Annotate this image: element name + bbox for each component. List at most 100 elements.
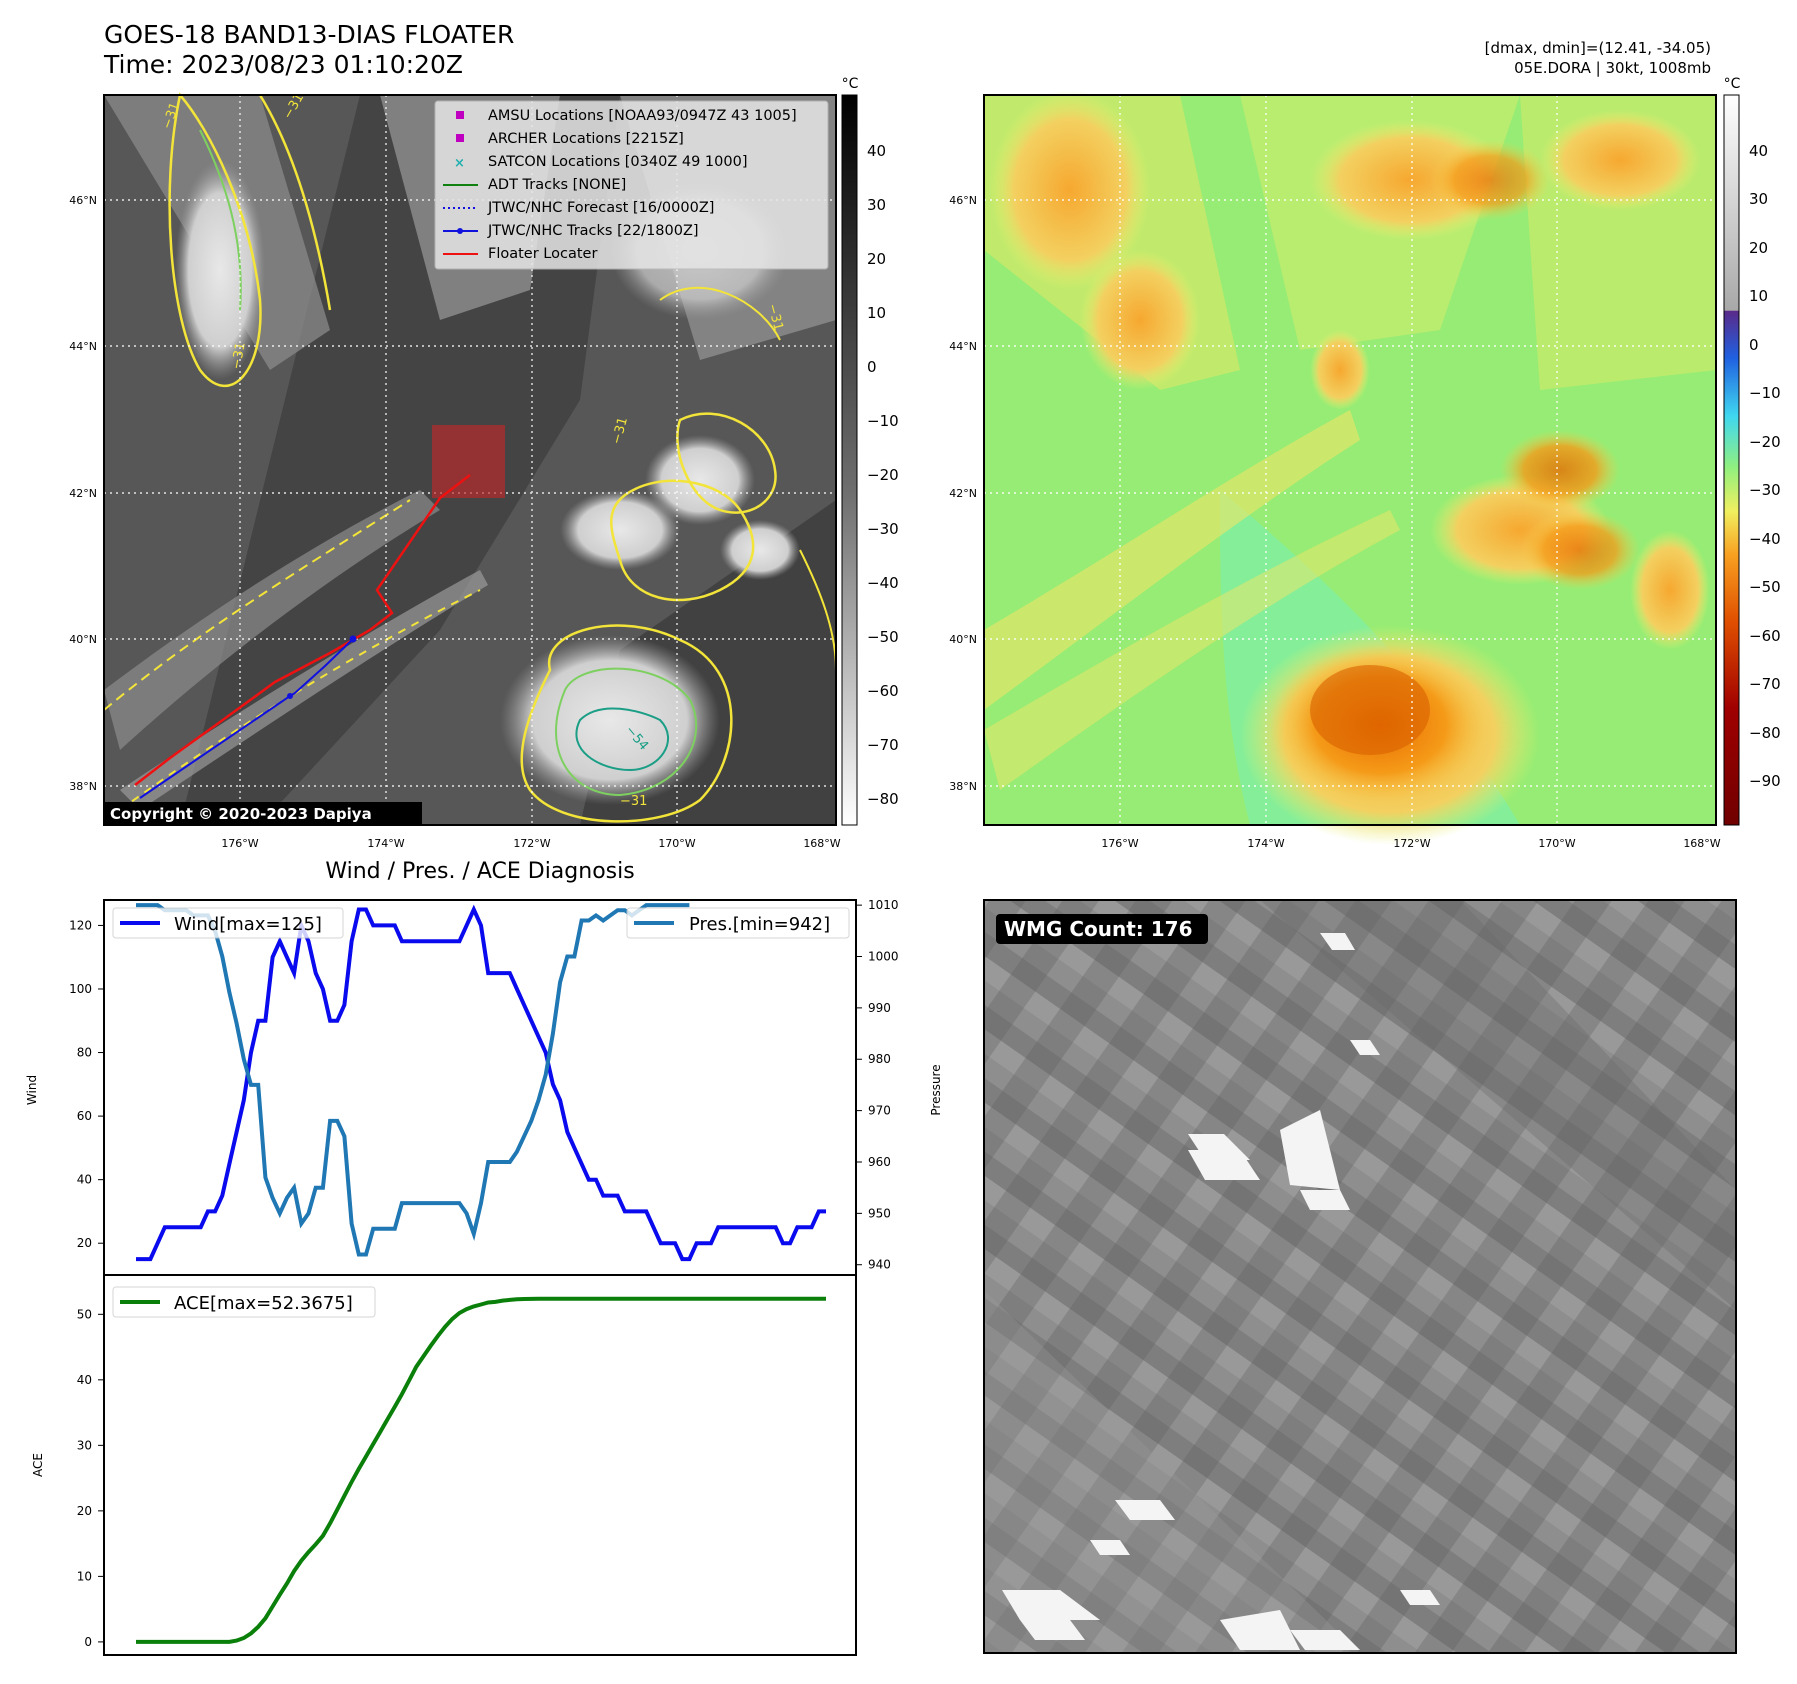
color-cbar-tick: −70 bbox=[1749, 675, 1781, 693]
lat-label: 42°N bbox=[69, 487, 97, 500]
map-legend: × AMSU Locations [NOAA93/0947Z 43 1005] … bbox=[434, 100, 829, 270]
legend-jtwc-tracks: JTWC/NHC Tracks [22/1800Z] bbox=[487, 223, 699, 239]
pressure-ytick-label: 1000 bbox=[868, 950, 899, 964]
ace-chart: 0 10 20 30 40 50 ACE ACE[max=52.3675] bbox=[31, 1275, 857, 1656]
legend-archer: ARCHER Locations [2215Z] bbox=[488, 131, 684, 147]
gray-cbar-tick: −70 bbox=[867, 736, 899, 754]
gray-cbar-tick: −40 bbox=[867, 574, 899, 592]
gray-cbar-tick: 20 bbox=[867, 250, 886, 268]
lon-label: 170°W bbox=[658, 837, 695, 850]
color-cbar-tick: −30 bbox=[1749, 481, 1781, 499]
ace-ytick-label: 40 bbox=[77, 1373, 92, 1387]
ace-ytick-label: 0 bbox=[84, 1635, 92, 1649]
gray-cbar-tick: −50 bbox=[867, 628, 899, 646]
gray-cbar-tick: −10 bbox=[867, 412, 899, 430]
lat-label: 40°N bbox=[69, 633, 97, 646]
color-cbar-tick: −20 bbox=[1749, 433, 1781, 451]
contour-label: −31 bbox=[609, 416, 631, 446]
pressure-ytick-label: 960 bbox=[868, 1155, 891, 1169]
wind-ytick-label: 80 bbox=[77, 1046, 92, 1060]
ace-legend: ACE[max=52.3675] bbox=[112, 1286, 376, 1318]
wind-series-line bbox=[136, 904, 826, 1262]
pressure-legend: Pres.[min=942] bbox=[626, 907, 850, 939]
color-cbar-tick: −80 bbox=[1749, 724, 1781, 742]
lat-label: 46°N bbox=[949, 194, 977, 207]
color-cbar-tick: 20 bbox=[1749, 239, 1768, 257]
lon-label: 168°W bbox=[1683, 837, 1720, 850]
lat-label: 42°N bbox=[949, 487, 977, 500]
jtwc-track bbox=[139, 638, 354, 799]
lon-label: 174°W bbox=[367, 837, 404, 850]
floater-box bbox=[432, 425, 505, 498]
color-cbar-tick: −90 bbox=[1749, 772, 1781, 790]
wind-legend: Wind[max=125] bbox=[112, 907, 344, 939]
ace-ytick-label: 30 bbox=[77, 1438, 92, 1452]
wind-ytick-label: 120 bbox=[69, 918, 92, 932]
ace-legend-label: ACE[max=52.3675] bbox=[174, 1293, 353, 1314]
color-cbar-tick: 30 bbox=[1749, 190, 1768, 208]
lon-label: 176°W bbox=[221, 837, 258, 850]
pressure-legend-label: Pres.[min=942] bbox=[689, 914, 830, 935]
color-cbar-tick: −50 bbox=[1749, 578, 1781, 596]
color-cbar-tick: 0 bbox=[1749, 336, 1759, 354]
gray-cbar-tick: 30 bbox=[867, 196, 886, 214]
diagnosis-title: Wind / Pres. / ACE Diagnosis bbox=[325, 859, 635, 884]
color-cbar-tick: 10 bbox=[1749, 287, 1768, 305]
ace-axis-label: ACE bbox=[31, 1453, 45, 1477]
lon-label: 170°W bbox=[1538, 837, 1575, 850]
lon-label: 172°W bbox=[1393, 837, 1430, 850]
pressure-ytick-label: 990 bbox=[868, 1001, 891, 1015]
colorbar-unit: °C bbox=[842, 76, 859, 92]
ace-ytick-label: 50 bbox=[77, 1307, 92, 1321]
gray-cbar-tick: −60 bbox=[867, 682, 899, 700]
gray-colorbar bbox=[841, 94, 858, 826]
copyright: Copyright © 2020-2023 Dapiya bbox=[110, 805, 372, 823]
legend-floater: Floater Locater bbox=[488, 246, 597, 262]
legend-satcon: SATCON Locations [0340Z 49 1000] bbox=[488, 154, 747, 170]
wind-ytick-label: 40 bbox=[77, 1173, 92, 1187]
lat-label: 46°N bbox=[69, 194, 97, 207]
chart-title: GOES-18 BAND13-DIAS FLOATER bbox=[104, 20, 515, 49]
gray-cbar-tick: −20 bbox=[867, 466, 899, 484]
legend-jtwc-forecast: JTWC/NHC Forecast [16/0000Z] bbox=[487, 200, 714, 216]
pressure-ytick-label: 970 bbox=[868, 1104, 891, 1118]
lat-label: 38°N bbox=[69, 780, 97, 793]
lat-label: 44°N bbox=[949, 340, 977, 353]
wind-ytick-label: 20 bbox=[77, 1236, 92, 1250]
chart-time: Time: 2023/08/23 01:10:20Z bbox=[104, 50, 463, 79]
wind-pressure-chart: 20 40 60 80 100 120 940 950 960 970 980 990 1000 101… bbox=[25, 898, 943, 1276]
wind-legend-label: Wind[max=125] bbox=[174, 914, 322, 935]
gray-cbar-tick: 40 bbox=[867, 142, 886, 160]
ace-series-line bbox=[136, 1296, 826, 1644]
dmax-dmin-info: [dmax, dmin]=(12.41, -34.05) bbox=[1484, 39, 1711, 57]
lat-label: 40°N bbox=[949, 633, 977, 646]
pressure-ytick-label: 980 bbox=[868, 1052, 891, 1066]
color-map: 46°N 44°N 42°N 40°N 38°N 176°W 174°W 172… bbox=[949, 76, 1781, 850]
color-cbar-tick: −40 bbox=[1749, 530, 1781, 548]
lon-label: 174°W bbox=[1247, 837, 1284, 850]
svg-text:×: × bbox=[454, 156, 465, 171]
wmg-panel: WMG Count: 176 bbox=[983, 899, 1737, 1654]
color-cbar-tick: 40 bbox=[1749, 142, 1768, 160]
wind-ytick-label: 100 bbox=[69, 982, 92, 996]
wind-ytick-label: 60 bbox=[77, 1109, 92, 1123]
lat-label: 38°N bbox=[949, 780, 977, 793]
contour-label: −31 bbox=[229, 341, 249, 371]
gray-cbar-tick: −30 bbox=[867, 520, 899, 538]
lon-label: 172°W bbox=[513, 837, 550, 850]
gray-cbar-tick: 10 bbox=[867, 304, 886, 322]
wmg-count-label: WMG Count: 176 bbox=[1004, 917, 1193, 941]
wind-axis-label: Wind bbox=[25, 1075, 39, 1105]
pressure-axis-label: Pressure bbox=[929, 1064, 943, 1115]
pressure-ytick-label: 940 bbox=[868, 1258, 891, 1272]
wmg-bright-patches bbox=[1002, 933, 1440, 1650]
legend-adt: ADT Tracks [NONE] bbox=[488, 177, 626, 193]
color-colorbar bbox=[1723, 94, 1740, 826]
pressure-series-line bbox=[136, 903, 690, 1257]
lat-label: 44°N bbox=[69, 340, 97, 353]
contour-label: −31 bbox=[620, 794, 647, 809]
wmg-image bbox=[984, 900, 1736, 1653]
pressure-ytick-label: 950 bbox=[868, 1206, 891, 1220]
color-cbar-tick: −10 bbox=[1749, 384, 1781, 402]
contour-label: −31 bbox=[764, 302, 786, 332]
